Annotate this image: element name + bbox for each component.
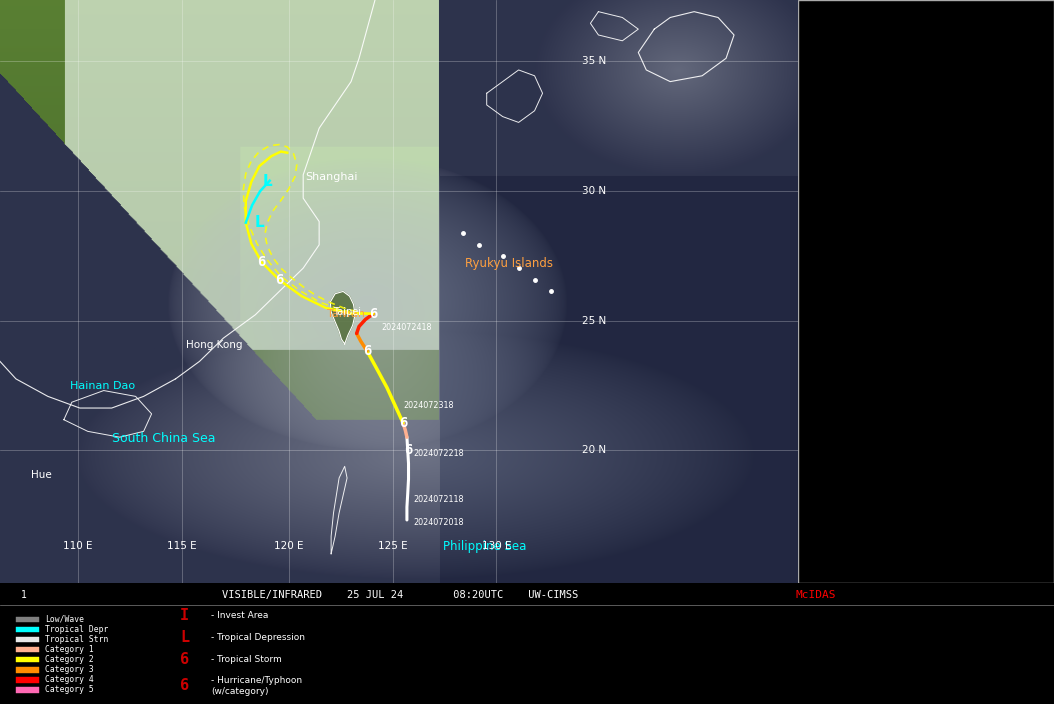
- Text: L: L: [254, 215, 265, 230]
- Text: -: -: [814, 49, 817, 60]
- Text: - Hurricane/Typhoon
(w/category): - Hurricane/Typhoon (w/category): [211, 676, 301, 696]
- Text: I: I: [180, 608, 189, 623]
- Text: 30 N: 30 N: [583, 186, 606, 196]
- Text: 6: 6: [180, 679, 189, 693]
- Text: Category 3: Category 3: [45, 665, 94, 674]
- Text: Category 4: Category 4: [45, 675, 94, 684]
- Text: 19JUL2024/18:00UTC-: 19JUL2024/18:00UTC-: [834, 266, 948, 277]
- Text: L: L: [180, 630, 189, 645]
- Text: Official TCFC Forecast: Official TCFC Forecast: [834, 339, 948, 348]
- Text: -: -: [814, 230, 817, 240]
- Text: 6: 6: [180, 652, 189, 667]
- Text: 1: 1: [21, 590, 27, 600]
- Text: 6: 6: [363, 344, 371, 358]
- Text: - Tropical Depression: - Tropical Depression: [211, 633, 305, 642]
- Text: Taipei: Taipei: [333, 308, 360, 318]
- Text: 115 E: 115 E: [168, 541, 197, 551]
- Text: Tropical Strn: Tropical Strn: [45, 635, 109, 644]
- Text: L: L: [262, 175, 272, 189]
- Text: Category 2: Category 2: [45, 655, 94, 664]
- Text: Category 5: Category 5: [45, 685, 94, 694]
- Text: 130 E: 130 E: [482, 541, 511, 551]
- Text: -: -: [814, 339, 817, 348]
- Text: 6: 6: [275, 272, 284, 287]
- Bar: [16, 637, 39, 642]
- Bar: [16, 617, 39, 622]
- Text: Latitude/Longitude: Latitude/Longitude: [834, 194, 932, 204]
- Text: 2024072318: 2024072318: [403, 401, 453, 410]
- Text: Philippine Sea: Philippine Sea: [444, 540, 527, 553]
- Text: - Invest Area: - Invest Area: [211, 611, 268, 620]
- Bar: [16, 677, 39, 683]
- Text: Tropical Depr: Tropical Depr: [45, 624, 109, 634]
- Text: South China Sea: South China Sea: [112, 432, 215, 445]
- Text: 2024072118: 2024072118: [413, 495, 464, 504]
- Text: 25JUL2024/06:00UTC  (source:JTWC): 25JUL2024/06:00UTC (source:JTWC): [834, 303, 1023, 313]
- Text: McIDAS: McIDAS: [796, 590, 836, 600]
- Text: 2024072018: 2024072018: [413, 518, 464, 527]
- Text: -: -: [814, 158, 817, 168]
- Text: 20 N: 20 N: [583, 445, 606, 455]
- Text: Legend: Legend: [887, 20, 939, 34]
- Text: Category 1: Category 1: [45, 645, 94, 654]
- Text: - Tropical Storm: - Tropical Storm: [211, 655, 281, 664]
- Text: 6: 6: [369, 307, 377, 320]
- Text: 120 E: 120 E: [274, 541, 304, 551]
- Polygon shape: [330, 291, 355, 344]
- Bar: [16, 657, 39, 662]
- Text: 125 E: 125 E: [377, 541, 407, 551]
- Text: 6: 6: [405, 443, 413, 457]
- Bar: [16, 687, 39, 693]
- Text: Taiwan: Taiwan: [328, 308, 366, 319]
- Text: 110 E: 110 E: [63, 541, 93, 551]
- Text: 2024072418: 2024072418: [382, 323, 432, 332]
- Text: 6: 6: [398, 415, 407, 429]
- Text: -: -: [814, 411, 817, 421]
- Text: Hue: Hue: [32, 470, 52, 480]
- Text: Labels: Labels: [834, 411, 867, 421]
- Text: Hainan Dao: Hainan Dao: [70, 381, 135, 391]
- Text: Ryukyu Islands: Ryukyu Islands: [465, 257, 553, 270]
- Text: 2024072218: 2024072218: [413, 449, 464, 458]
- Text: Shanghai: Shanghai: [305, 172, 357, 182]
- Text: Working Best Track: Working Best Track: [834, 230, 934, 240]
- Bar: [16, 667, 39, 672]
- Text: Visible/Shorwave IR Image: Visible/Shorwave IR Image: [834, 49, 972, 60]
- Text: 20240725/082000UTC: 20240725/082000UTC: [834, 86, 950, 96]
- Text: 25 N: 25 N: [583, 315, 607, 326]
- Text: VISIBLE/INFRARED    25 JUL 24        08:20UTC    UW-CIMSS: VISIBLE/INFRARED 25 JUL 24 08:20UTC UW-C…: [222, 590, 579, 600]
- Bar: [16, 647, 39, 653]
- Text: Low/Wave: Low/Wave: [45, 615, 84, 624]
- Bar: [16, 627, 39, 632]
- Text: Hong Kong: Hong Kong: [186, 340, 242, 350]
- Text: Political Boundaries: Political Boundaries: [834, 158, 937, 168]
- Text: 25JUL2024/06:00UTC  (source:JTWC): 25JUL2024/06:00UTC (source:JTWC): [834, 375, 1023, 385]
- Text: 35 N: 35 N: [583, 56, 607, 66]
- Text: 6: 6: [257, 256, 266, 270]
- Text: -: -: [814, 194, 817, 204]
